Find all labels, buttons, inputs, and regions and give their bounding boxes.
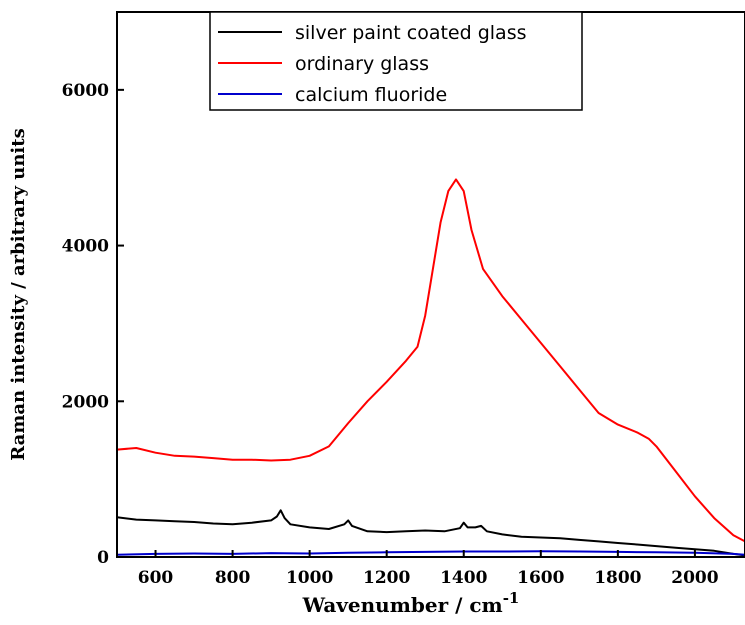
legend-label-2: ordinary glass <box>295 53 429 75</box>
y-tick-label: 4000 <box>62 237 109 257</box>
series-line-1 <box>116 509 745 557</box>
axis-ticks: 600 800 1000 1200 1400 1600 1800 2000 0 2000 4000 6… <box>62 81 719 588</box>
x-tick-label: 2000 <box>671 568 718 588</box>
y-tick-label: 0 <box>97 548 109 568</box>
x-tick-label: 800 <box>215 568 251 588</box>
x-tick-label: 1800 <box>594 568 641 588</box>
y-tick-label: 6000 <box>62 81 109 101</box>
y-axis-title: Raman intensity / arbitrary units <box>8 128 29 460</box>
series-line-2 <box>116 178 745 543</box>
x-tick-label: 1200 <box>363 568 410 588</box>
series-line-3 <box>116 550 745 556</box>
x-tick-label: 1400 <box>440 568 487 588</box>
series-layer <box>116 178 745 557</box>
y-tick-label: 2000 <box>62 392 109 412</box>
x-tick-label: 1600 <box>517 568 564 588</box>
x-tick-label: 600 <box>138 568 174 588</box>
x-tick-label: 1000 <box>286 568 333 588</box>
legend: silver paint coated glass ordinary glass c… <box>209 11 583 111</box>
x-axis-title: Wavenumber / cm-1 <box>302 589 520 617</box>
legend-label-1: silver paint coated glass <box>295 22 527 44</box>
legend-label-3: calcium fluoride <box>295 84 447 106</box>
